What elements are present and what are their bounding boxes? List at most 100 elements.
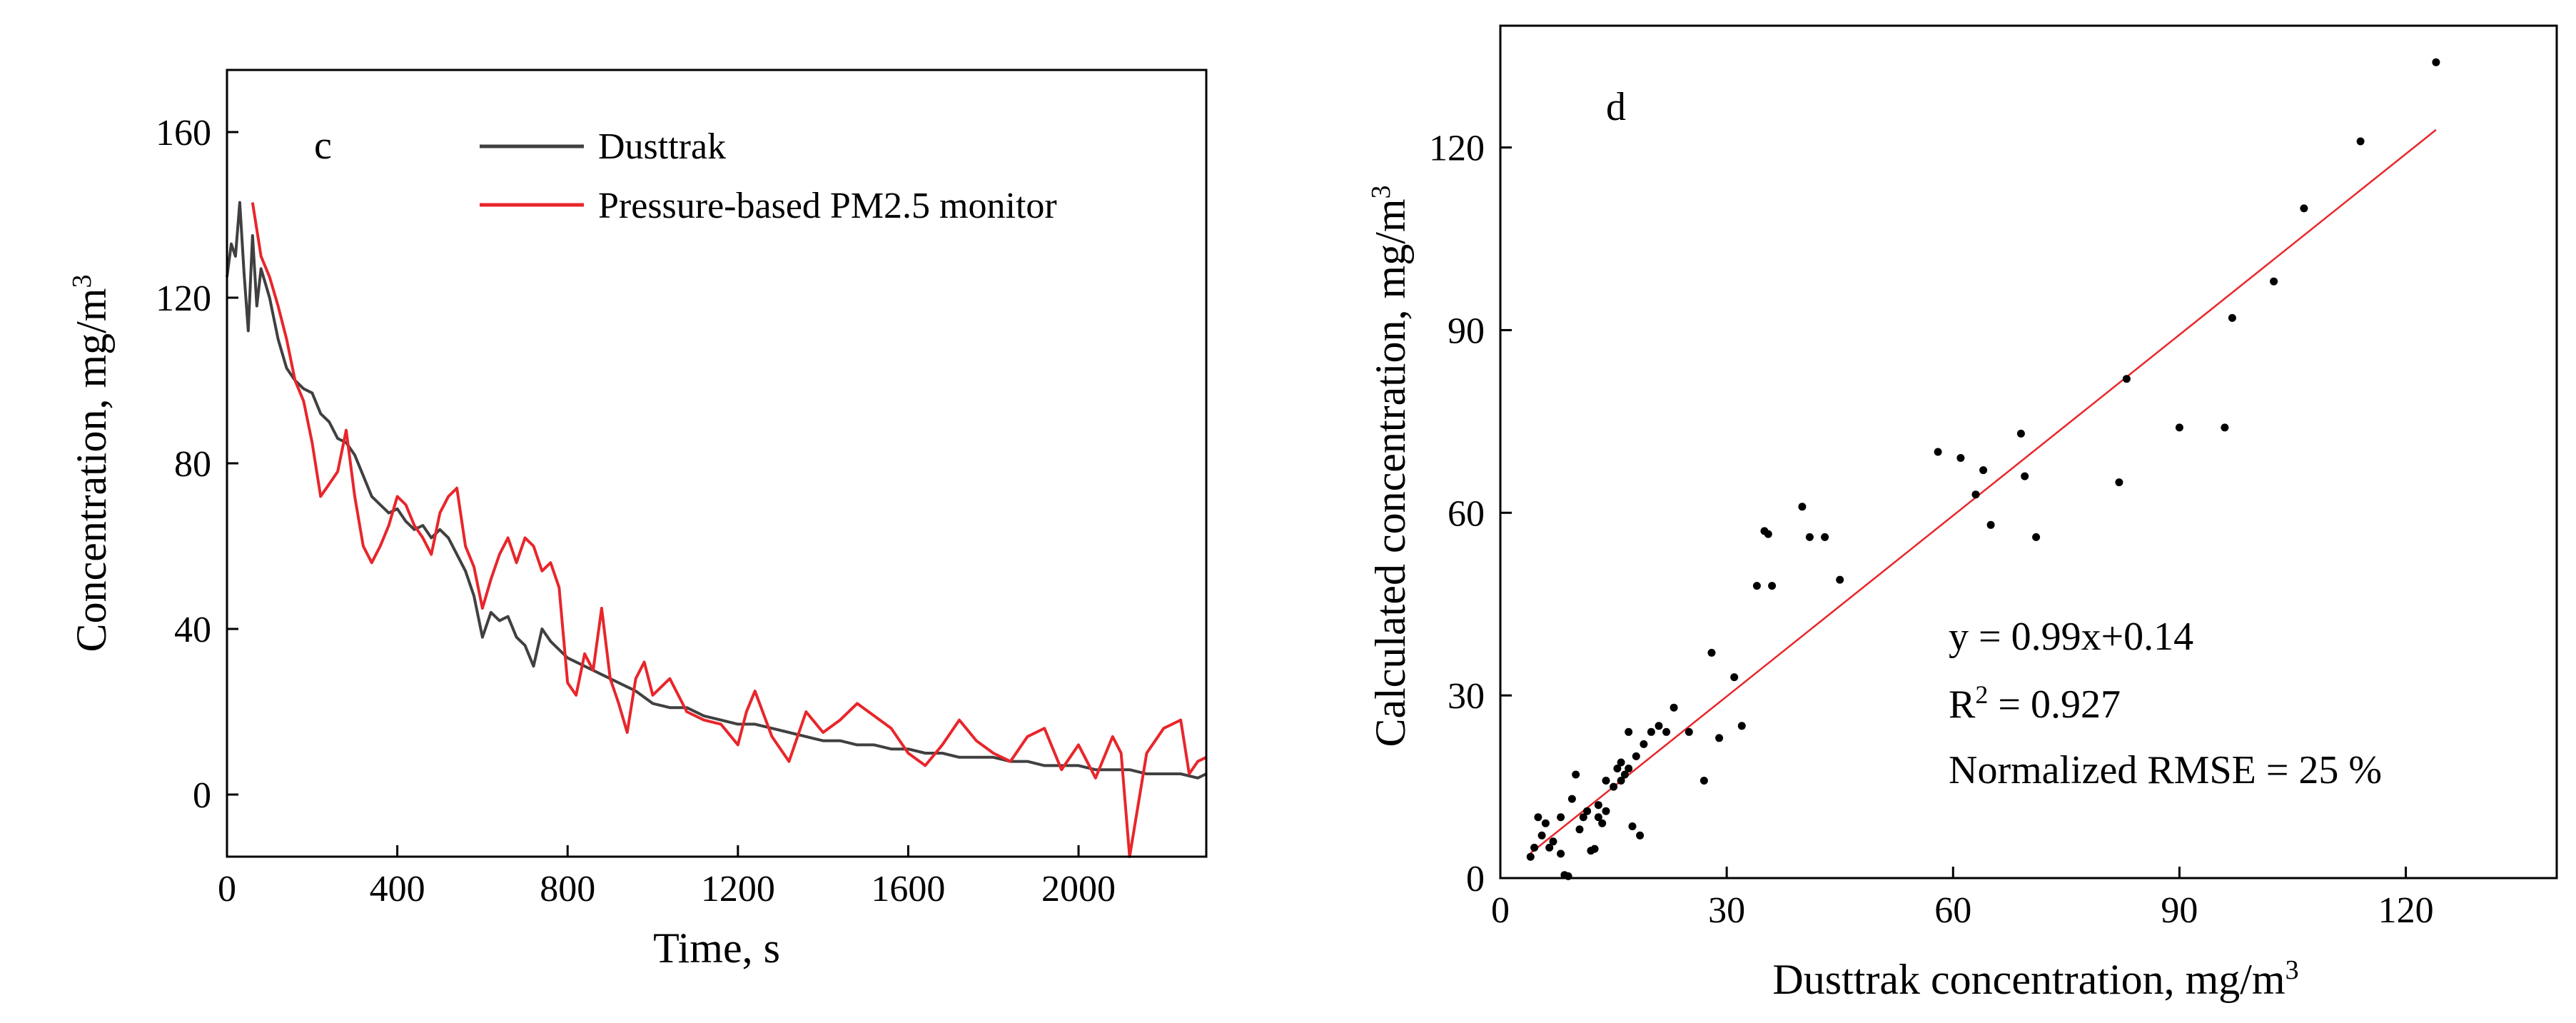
scatter-point xyxy=(1583,807,1592,815)
scatter-point xyxy=(2270,277,2278,286)
d-y-tick-label: 60 xyxy=(1448,493,1485,534)
panel-c-y-axis-label-text: Concentration, mg/m xyxy=(68,288,115,652)
scatter-point xyxy=(2300,204,2308,213)
scatter-point xyxy=(1768,582,1777,590)
scatter-point xyxy=(1737,722,1746,730)
c-y-tick-label: 0 xyxy=(193,775,211,816)
c-y-tick-label: 80 xyxy=(174,444,211,485)
panel-c-series xyxy=(226,201,1207,858)
scatter-point xyxy=(2115,478,2123,487)
panel-d-x-axis-label: Dusttrak concentration, mg/m3 xyxy=(1772,955,2298,1003)
scatter-point xyxy=(1530,843,1539,852)
c-x-tick-label: 800 xyxy=(540,869,595,909)
d-x-tick-label: 120 xyxy=(2378,890,2434,931)
scatter-point xyxy=(1598,819,1607,827)
panel-d-scatter-chart: 0 30 60 90 120 0 30 60 90 120 d y = 0.99x+0.14 R2… xyxy=(1366,24,2558,1003)
r-squared-value: = 0.927 xyxy=(1988,682,2121,727)
panel-d-plot-frame xyxy=(1499,24,2558,880)
panel-d-x-axis-label-text: Dusttrak concentration, mg/m xyxy=(1772,956,2285,1003)
panel-d-y-axis-label-text: Calculated concentration, mg/m xyxy=(1367,198,1414,747)
panel-c-y-axis-label: Concentration, mg/m3 xyxy=(67,275,115,652)
scatter-point xyxy=(1534,813,1542,822)
scatter-point xyxy=(2175,423,2183,432)
scatter-point xyxy=(1632,752,1640,760)
panel-c-label: c xyxy=(314,124,332,168)
scatter-point xyxy=(2016,429,2025,438)
panel-d-y-axis-label-sup: 3 xyxy=(1366,185,1396,198)
scatter-point xyxy=(1628,822,1637,830)
scatter-point xyxy=(2021,472,2029,480)
d-y-tick-label: 120 xyxy=(1429,128,1485,169)
panel-d-label: d xyxy=(1606,85,1626,129)
d-x-tick-label: 0 xyxy=(1491,890,1510,931)
scatter-point xyxy=(1956,454,1965,462)
r-squared-prefix: R xyxy=(1949,682,1976,727)
scatter-point xyxy=(1752,582,1761,590)
scatter-point xyxy=(1545,843,1554,852)
c-y-tick-label: 160 xyxy=(156,113,211,153)
normalized-rmse: Normalized RMSE = 25 % xyxy=(1949,748,2382,792)
r-squared-sup: 2 xyxy=(1975,680,1988,709)
panel-d-x-axis-label-sup: 3 xyxy=(2285,955,2299,985)
series-line-pressure-monitor xyxy=(251,202,1207,858)
scatter-point xyxy=(1613,765,1622,772)
scatter-point xyxy=(2032,533,2041,541)
scatter-point xyxy=(1836,575,1844,584)
panel-c-plot-frame xyxy=(226,69,1208,858)
scatter-point xyxy=(1575,825,1584,834)
scatter-point xyxy=(1699,777,1708,785)
scatter-point xyxy=(1971,490,1980,499)
scatter-point xyxy=(1986,520,1995,529)
panel-d-points xyxy=(1526,58,2440,880)
scatter-point xyxy=(1557,813,1565,822)
panel-c-legend: Dusttrak Pressure-based PM2.5 monitor xyxy=(480,126,1057,226)
scatter-point xyxy=(1764,530,1772,538)
scatter-point xyxy=(1557,850,1565,858)
panel-c-line-chart: 0 400 800 1200 1600 2000 0 40 80 120 160 c Dusttra… xyxy=(67,69,1208,972)
panel-c-y-axis-label-sup: 3 xyxy=(67,275,97,288)
scatter-point xyxy=(1640,740,1648,748)
scatter-point xyxy=(1647,727,1655,736)
scatter-point xyxy=(1662,727,1671,736)
scatter-point xyxy=(1798,503,1807,511)
scatter-point xyxy=(1934,448,1942,456)
c-y-tick-label: 40 xyxy=(174,610,211,650)
scatter-point xyxy=(1579,813,1587,822)
scatter-point xyxy=(1625,765,1633,772)
d-x-tick-label: 60 xyxy=(1934,890,1971,931)
scatter-point xyxy=(1590,845,1599,853)
scatter-point xyxy=(2122,375,2131,383)
scatter-point xyxy=(1594,813,1602,822)
scatter-point xyxy=(1625,727,1633,736)
c-x-tick-label: 1600 xyxy=(871,869,945,909)
scatter-point xyxy=(1684,727,1693,736)
scatter-point xyxy=(1537,831,1546,840)
scatter-point xyxy=(2221,423,2229,432)
scatter-point xyxy=(1617,777,1625,785)
d-y-tick-label: 90 xyxy=(1448,311,1485,351)
scatter-point xyxy=(2356,137,2365,146)
scatter-point xyxy=(1602,777,1610,785)
scatter-point xyxy=(1567,795,1576,803)
c-x-tick-label: 1200 xyxy=(701,869,775,909)
scatter-point xyxy=(1620,770,1629,779)
scatter-point xyxy=(1805,533,1814,541)
d-y-tick-label: 30 xyxy=(1448,676,1485,717)
scatter-point xyxy=(1617,758,1625,767)
scatter-point xyxy=(1715,734,1724,742)
scatter-point xyxy=(1602,807,1610,815)
legend-label-dusttrak: Dusttrak xyxy=(598,126,726,167)
c-x-tick-label: 400 xyxy=(370,869,425,909)
scatter-point xyxy=(1821,533,1829,541)
scatter-point xyxy=(2228,313,2236,322)
series-line-dusttrak xyxy=(226,201,1207,780)
panel-d-fit-line xyxy=(1530,128,2437,855)
fit-equation: y = 0.99x+0.14 xyxy=(1949,615,2193,659)
panel-d-ticks: 0 30 60 90 120 0 30 60 90 120 xyxy=(1429,128,2434,931)
panel-d-y-axis-label: Calculated concentration, mg/m3 xyxy=(1366,185,1414,747)
scatter-point xyxy=(1610,782,1618,791)
panel-c-x-axis-label: Time, s xyxy=(653,924,780,972)
scatter-point xyxy=(1979,466,1988,475)
